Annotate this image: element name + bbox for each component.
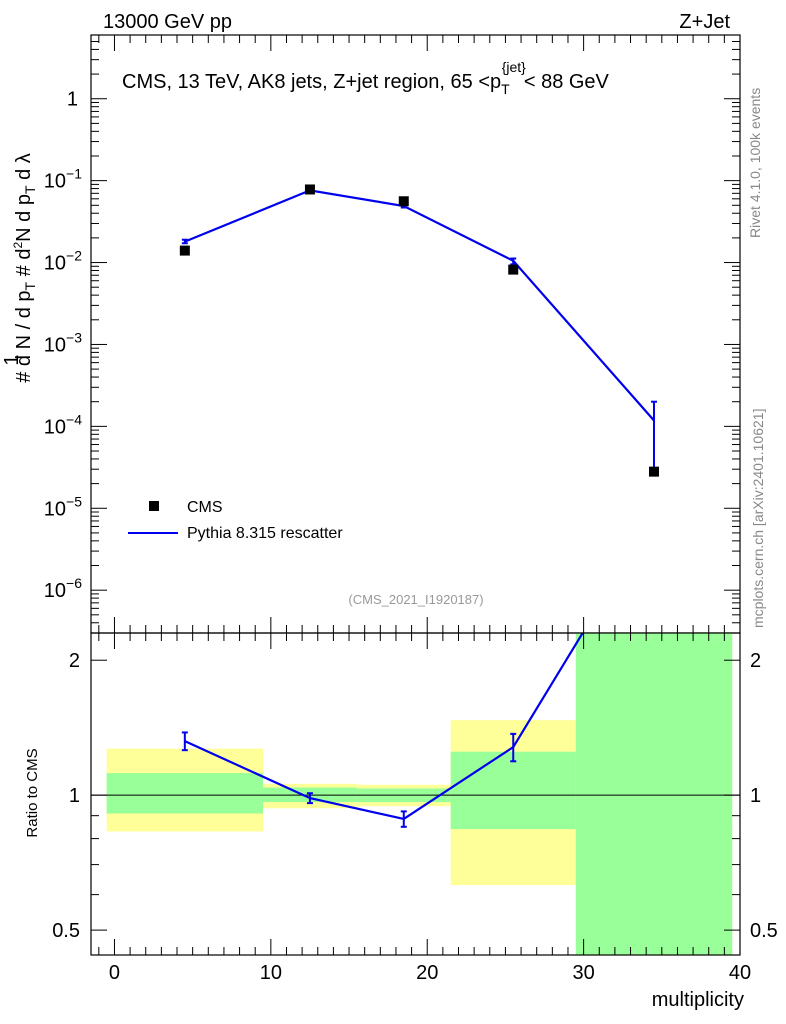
cms-data-point (179, 245, 190, 256)
side-label-mcplots: mcplots.cern.ch [arXiv:2401.10621] (750, 409, 766, 628)
y-tick-exp: −2 (66, 248, 82, 264)
cms-data-point (508, 264, 519, 275)
uncertainty-band-inner (450, 751, 576, 830)
ylabel-sup: 2 (11, 242, 25, 249)
y-tick-base: 10 (44, 416, 66, 438)
ratio-y-tick-label: 2 (69, 650, 80, 672)
ratio-panel: 0.5 0.51 12 20 10 20 30 40 Ratio to CMS multipl… (24, 632, 778, 1011)
ylabel-hash1: # (13, 371, 35, 383)
y-tick-exp: −6 (66, 575, 82, 591)
x-tick-label: 30 (572, 962, 594, 984)
main-ylabel: # d N / d pT # d2N d pT d λ 1 (1, 153, 40, 383)
ratio-xlabel: multiplicity (652, 989, 744, 1011)
ylabel-sub2: T (22, 185, 38, 194)
y-tick-exp: −5 (66, 493, 82, 509)
ylabel-b: d N / d p (13, 290, 35, 366)
title-sub: T (501, 81, 510, 97)
ratio-data-layer (91, 633, 740, 955)
header-left: 13000 GeV pp (103, 11, 232, 33)
ylabel-sub1: T (22, 281, 38, 290)
y-tick-base: 10 (44, 498, 66, 520)
y-tick-label: 10−3 (44, 329, 82, 356)
y-tick-base: 10 (44, 171, 66, 193)
analysis-id: (CMS_2021_I1920187) (348, 592, 483, 607)
ratio-axes: 0.5 0.51 12 20 10 20 30 40 (52, 633, 778, 984)
ylabel-e: d p (13, 194, 35, 222)
y-tick-exp: −1 (66, 166, 82, 182)
cms-data-point (398, 196, 409, 207)
title-main: CMS, 13 TeV, AK8 jets, Z+jet region, 65 … (122, 71, 501, 93)
ylabel-text: # d N / d pT # d2N d pT d λ (11, 153, 40, 383)
ratio-y-tick-label-right: 0.5 (750, 920, 778, 942)
main-title: CMS, 13 TeV, AK8 jets, Z+jet region, 65 … (122, 59, 610, 97)
y-tick-base: 10 (44, 580, 66, 602)
main-panel: 10−610−510−410−310−210−11 CMS, 13 TeV, A… (1, 34, 766, 634)
title-sup: {jet} (502, 59, 526, 75)
header-right: Z+Jet (679, 11, 730, 33)
legend-cms-marker (149, 501, 159, 511)
ylabel-numerator: 1 (1, 354, 23, 365)
main-frame (90, 34, 741, 634)
uncertainty-band-inner (575, 633, 733, 955)
mc-line (184, 189, 655, 422)
x-tick-label: 20 (416, 962, 438, 984)
y-tick-exp: −3 (66, 329, 82, 345)
y-tick-label: 10−2 (44, 248, 82, 275)
ylabel-hash2: # (13, 264, 35, 276)
ylabel-d: N (13, 227, 35, 241)
legend: CMS Pythia 8.315 rescatter (128, 499, 343, 542)
ratio-y-tick-label: 0.5 (52, 920, 80, 942)
x-tick-label: 40 (729, 962, 751, 984)
cms-data-point (304, 184, 315, 195)
ratio-y-tick-label-right: 1 (750, 785, 761, 807)
y-tick-base: 10 (44, 253, 66, 275)
y-tick-base: 10 (44, 334, 66, 356)
legend-cms-label: CMS (187, 499, 223, 516)
y-tick-label: 10−4 (44, 411, 82, 438)
ratio-y-tick-label: 1 (69, 785, 80, 807)
legend-pythia-label: Pythia 8.315 rescatter (187, 525, 343, 542)
side-label-rivet: Rivet 4.1.0, 100k events (747, 88, 763, 238)
y-tick-exp: −4 (66, 411, 82, 427)
ratio-frame (90, 632, 741, 956)
ylabel-c: d (13, 249, 35, 260)
ylabel-f: d λ (13, 153, 35, 180)
uncertainty-band-inner (106, 773, 264, 814)
x-tick-label: 10 (260, 962, 282, 984)
y-tick-label: 10−5 (44, 493, 82, 520)
y-tick-label: 1 (67, 89, 78, 111)
ratio-y-tick-label-right: 2 (750, 650, 761, 672)
cms-data-point (648, 466, 659, 477)
x-tick-label: 0 (109, 962, 120, 984)
y-tick-label: 10−1 (44, 166, 82, 193)
y-tick-label: 10−6 (44, 575, 82, 602)
main-data-layer (179, 184, 659, 477)
main-axes: 10−610−510−410−310−210−11 (44, 34, 741, 634)
ratio-ylabel: Ratio to CMS (24, 748, 41, 837)
title-tail: < 88 GeV (524, 71, 610, 93)
